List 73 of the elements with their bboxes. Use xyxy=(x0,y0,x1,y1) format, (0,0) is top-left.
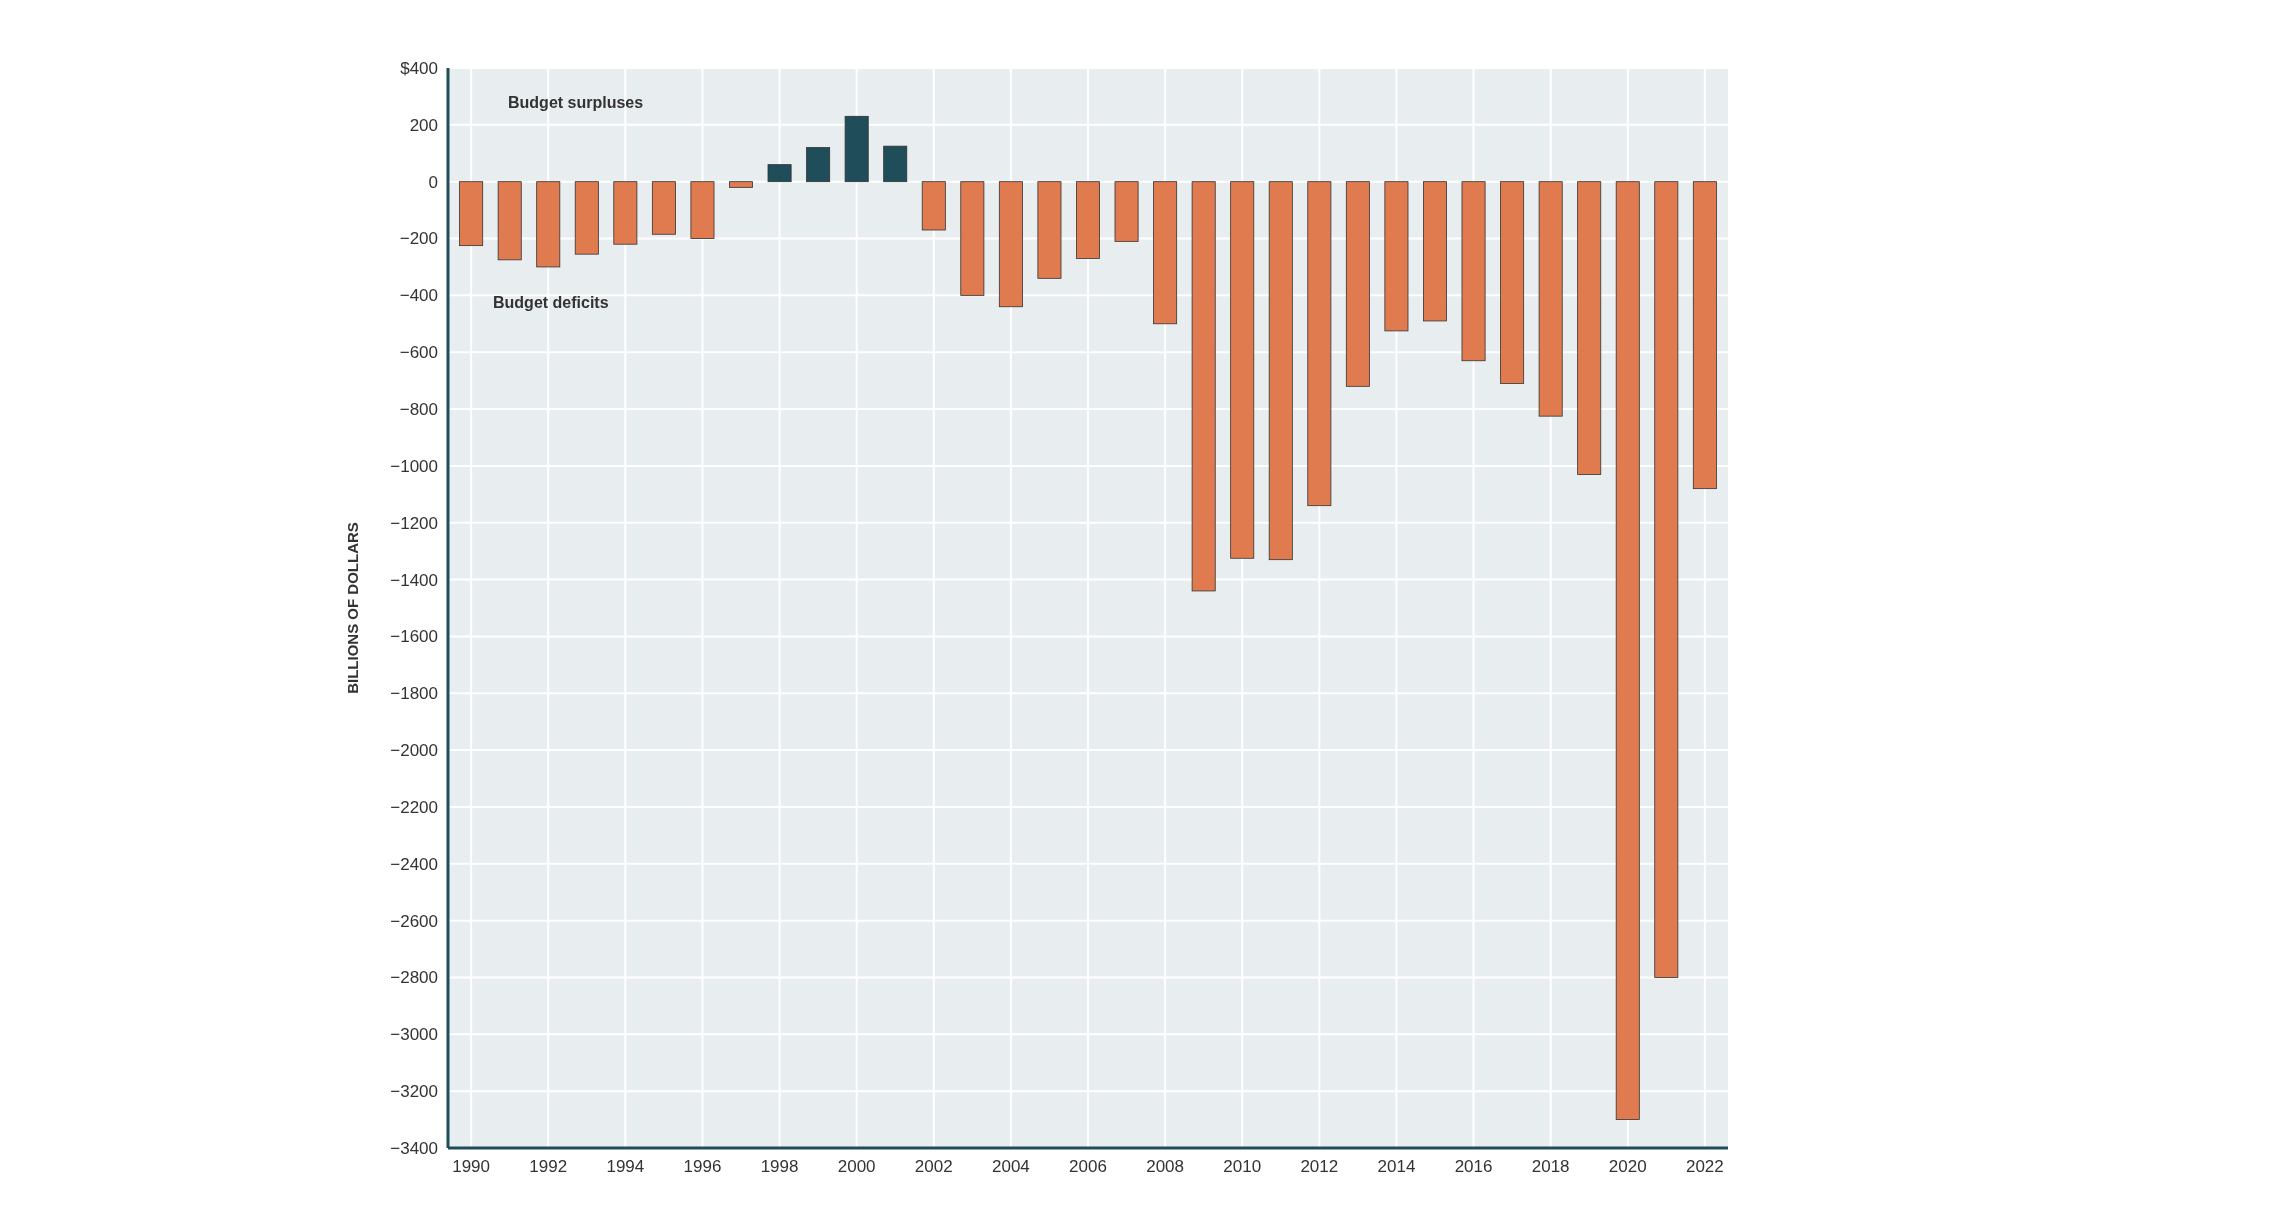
x-tick-label: 1998 xyxy=(760,1157,799,1176)
y-tick-label: −2600 xyxy=(390,911,438,931)
bar xyxy=(1423,181,1447,322)
y-tick-label: −2400 xyxy=(390,854,438,874)
y-tick-label: −800 xyxy=(399,400,438,419)
bar xyxy=(497,181,522,261)
y-tick-label: −1400 xyxy=(390,570,438,590)
bar xyxy=(536,181,561,268)
annotation: Budget surpluses xyxy=(508,94,644,111)
y-tick-label: −3400 xyxy=(390,1138,438,1158)
y-tick-label: −2000 xyxy=(390,741,438,761)
x-tick-label: 2004 xyxy=(991,1157,1030,1176)
bar xyxy=(1384,181,1409,332)
bar xyxy=(1307,181,1332,507)
bar xyxy=(690,181,715,239)
x-tick-label: 2020 xyxy=(1608,1157,1647,1176)
y-tick-label: −1000 xyxy=(390,456,438,476)
bar xyxy=(1191,181,1216,592)
x-tick-label: 2012 xyxy=(1300,1157,1339,1176)
annotation: Budget deficits xyxy=(493,294,609,311)
y-axis-title: BILLIONS OF DOLLARS xyxy=(344,522,361,694)
bar xyxy=(767,164,792,183)
y-tick-label: −400 xyxy=(399,286,438,306)
bar xyxy=(729,181,753,188)
bar xyxy=(1577,181,1602,475)
bar xyxy=(1153,181,1178,325)
x-tick-label: 2006 xyxy=(1069,1157,1107,1176)
bar xyxy=(1076,181,1100,259)
y-tick-label: −1200 xyxy=(390,513,438,533)
y-tick-label: −1800 xyxy=(390,684,438,704)
bar xyxy=(1615,181,1640,1120)
bar xyxy=(998,181,1023,308)
x-tick-label: 2016 xyxy=(1454,1157,1493,1176)
bar xyxy=(459,181,484,247)
y-tick-label: −1600 xyxy=(390,627,438,647)
bar xyxy=(921,181,946,231)
x-tick-label: 2014 xyxy=(1377,1157,1416,1176)
bar xyxy=(1500,181,1525,384)
bar xyxy=(1654,181,1679,978)
bar xyxy=(1345,181,1370,387)
y-tick-label: −600 xyxy=(399,343,438,363)
y-tick-label: 200 xyxy=(409,115,438,135)
y-tick-label: 0 xyxy=(428,172,438,192)
x-tick-label: 2018 xyxy=(1531,1157,1570,1176)
bar xyxy=(1037,181,1062,279)
bar xyxy=(651,181,676,235)
bar xyxy=(1230,181,1255,559)
y-tick-label: −2800 xyxy=(390,968,438,988)
bar xyxy=(1114,181,1139,242)
y-tick-label: −3000 xyxy=(390,1025,438,1045)
bar xyxy=(1268,181,1293,561)
x-tick-label: 2008 xyxy=(1146,1157,1185,1176)
x-tick-label: 1992 xyxy=(529,1157,568,1176)
bar xyxy=(574,181,599,255)
bar xyxy=(1538,181,1563,417)
bar xyxy=(883,145,908,183)
y-tick-label: $400 xyxy=(400,58,438,78)
x-tick-label: 1990 xyxy=(452,1157,491,1176)
bar xyxy=(844,115,869,183)
x-tick-label: 2010 xyxy=(1223,1157,1262,1176)
bar xyxy=(613,181,638,245)
y-tick-label: −3200 xyxy=(390,1082,438,1102)
x-tick-label: 2002 xyxy=(914,1157,953,1176)
x-tick-label: 1996 xyxy=(683,1157,722,1176)
bar xyxy=(1461,181,1486,362)
x-tick-label: 2000 xyxy=(837,1157,876,1176)
bar xyxy=(806,147,831,183)
y-tick-label: −2200 xyxy=(390,797,438,817)
x-tick-label: 2022 xyxy=(1685,1157,1724,1176)
bar xyxy=(960,181,985,296)
y-tick-label: −200 xyxy=(399,229,438,249)
x-tick-label: 1994 xyxy=(606,1157,645,1176)
bar xyxy=(1692,181,1717,490)
